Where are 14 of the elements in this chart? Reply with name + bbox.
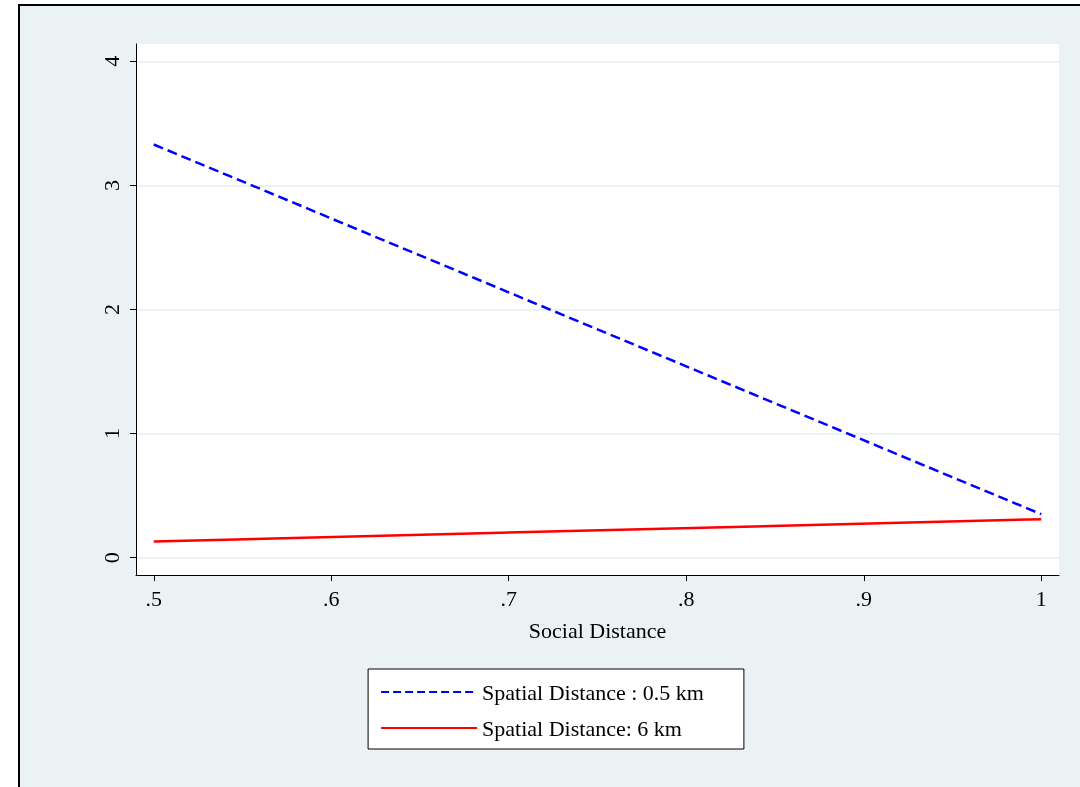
y-tick-label: 4: [98, 55, 124, 67]
x-tick-label: .8: [678, 585, 695, 611]
y-tick-label: 2: [98, 304, 124, 315]
x-tick-label: 1: [1035, 585, 1047, 611]
x-tick-label: .7: [500, 585, 517, 611]
x-tick-label: .6: [323, 585, 340, 611]
x-tick-label: .5: [145, 585, 162, 611]
x-tick-label: .9: [855, 585, 872, 611]
y-tick-label: 1: [98, 428, 124, 440]
x-axis-title: Social Distance: [528, 617, 667, 643]
y-tick-label: 0: [98, 552, 124, 564]
y-tick-label: 3: [98, 179, 124, 191]
legend-label: Spatial Distance: 6 km: [482, 715, 682, 741]
legend-label: Spatial Distance : 0.5 km: [482, 679, 704, 705]
